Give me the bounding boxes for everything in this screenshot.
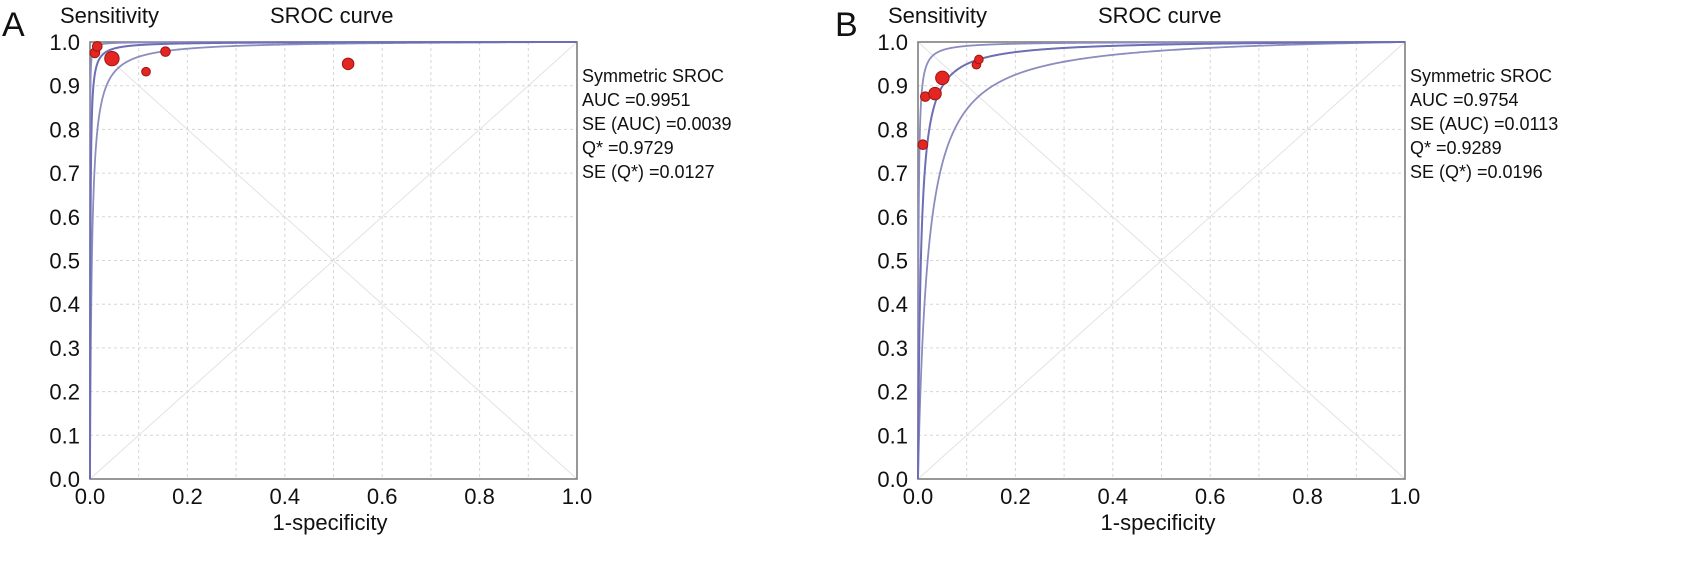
y-tick-label: 0.0: [877, 467, 908, 492]
x-tick-label: 0.4: [1098, 484, 1129, 509]
sroc-curve: [89, 41, 577, 479]
panel-letter: B: [835, 6, 858, 44]
y-tick-label: 0.5: [877, 249, 908, 274]
y-tick-label: 0.6: [49, 205, 80, 230]
study-point: [928, 86, 942, 101]
x-tick-label: 0.0: [903, 484, 934, 509]
stat-line: SE (AUC) =0.0113: [1410, 114, 1558, 134]
stat-line: AUC =0.9754: [1410, 90, 1519, 110]
y-tick-label: 0.2: [49, 380, 80, 405]
stat-line: Q* =0.9729: [582, 138, 674, 158]
data-points: [89, 41, 355, 77]
y-tick-label: 0.1: [877, 423, 908, 448]
stat-line: Symmetric SROC: [1410, 66, 1552, 86]
sroc-lower-bound: [917, 41, 1406, 479]
y-tick-label: 0.1: [49, 423, 80, 448]
study-point: [935, 70, 950, 86]
stat-line: SE (Q*) =0.0196: [1410, 162, 1543, 182]
y-axis-label: Sensitivity: [60, 3, 159, 28]
y-tick-label: 0.2: [877, 380, 908, 405]
q-star-diagonal: [917, 41, 1406, 480]
y-tick-label: 0.7: [49, 161, 80, 186]
sroc-upper-bound: [917, 41, 1405, 479]
x-axis-label: 1-specificity: [273, 510, 388, 535]
y-tick-label: 1.0: [49, 30, 80, 55]
y-tick-label: 0.5: [49, 249, 80, 274]
y-tick-label: 0.7: [877, 161, 908, 186]
stat-line: SE (AUC) =0.0039: [582, 114, 732, 134]
stats-block: Symmetric SROC AUC =0.9754 SE (AUC) =0.011…: [1410, 66, 1558, 182]
y-tick-label: 0.4: [49, 292, 80, 317]
chart-title: SROC curve: [270, 3, 393, 28]
panel-letter: A: [2, 6, 25, 44]
x-tick-label: 1.0: [1390, 484, 1421, 509]
stat-line: AUC =0.9951: [582, 90, 691, 110]
y-tick-label: 0.6: [877, 205, 908, 230]
chart-title: SROC curve: [1098, 3, 1221, 28]
study-point: [917, 139, 929, 150]
y-tick-label: 0.9: [49, 74, 80, 99]
study-point: [104, 50, 120, 67]
stats-block: Symmetric SROC AUC =0.9951 SE (AUC) =0.003…: [582, 66, 732, 182]
y-tick-label: 0.9: [877, 74, 908, 99]
x-tick-label: 0.2: [172, 484, 203, 509]
study-point: [160, 46, 171, 57]
y-tick-label: 0.4: [877, 292, 908, 317]
x-tick-label: 0.4: [270, 484, 301, 509]
study-point: [974, 54, 984, 65]
y-axis-label: Sensitivity: [888, 3, 987, 28]
x-axis-label: 1-specificity: [1101, 510, 1216, 535]
y-tick-label: 0.3: [877, 336, 908, 361]
x-tick-label: 0.6: [367, 484, 398, 509]
x-tick-label: 0.0: [75, 484, 106, 509]
y-tick-label: 1.0: [877, 30, 908, 55]
panel-a: A Sensitivity SROC curve 0.0 0.1 0.2 0.3 0.4 0.5…: [2, 3, 732, 535]
y-tick-label: 0.0: [49, 467, 80, 492]
x-tick-label: 0.2: [1000, 484, 1031, 509]
study-point: [141, 66, 151, 77]
study-point: [92, 41, 103, 52]
q-star-diagonal: [89, 41, 578, 480]
x-tick-label: 0.8: [1292, 484, 1323, 509]
stat-line: Q* =0.9289: [1410, 138, 1502, 158]
stat-line: SE (Q*) =0.0127: [582, 162, 715, 182]
y-tick-label: 0.8: [877, 117, 908, 142]
y-tick-label: 0.3: [49, 336, 80, 361]
study-point: [341, 57, 355, 71]
x-tick-label: 0.6: [1195, 484, 1226, 509]
y-tick-label: 0.8: [49, 117, 80, 142]
x-tick-label: 1.0: [562, 484, 593, 509]
x-tick-label: 0.8: [464, 484, 495, 509]
stat-line: Symmetric SROC: [582, 66, 724, 86]
data-points: [917, 54, 984, 150]
panel-b: B Sensitivity SROC curve 0.0 0.1 0.2 0.3 0.4 0.5…: [835, 3, 1558, 535]
